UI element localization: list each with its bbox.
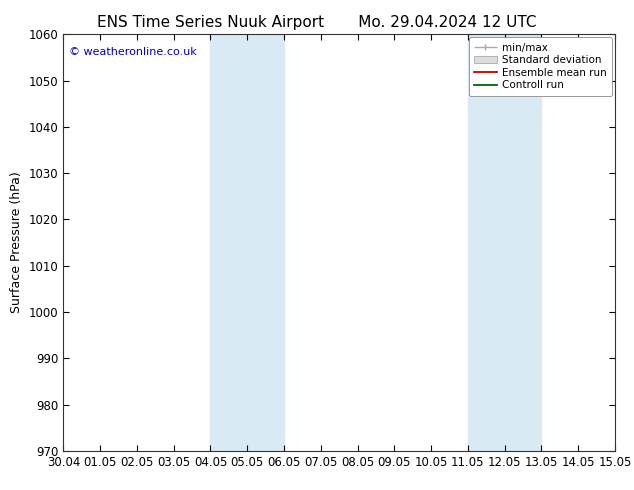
Bar <box>247 34 284 451</box>
Bar <box>468 34 505 451</box>
Text: ENS Time Series Nuuk Airport       Mo. 29.04.2024 12 UTC: ENS Time Series Nuuk Airport Mo. 29.04.2… <box>97 15 537 30</box>
Bar <box>210 34 247 451</box>
Text: © weatheronline.co.uk: © weatheronline.co.uk <box>69 47 197 57</box>
Bar <box>505 34 541 451</box>
Y-axis label: Surface Pressure (hPa): Surface Pressure (hPa) <box>10 172 23 314</box>
Legend: min/max, Standard deviation, Ensemble mean run, Controll run: min/max, Standard deviation, Ensemble me… <box>469 37 612 96</box>
